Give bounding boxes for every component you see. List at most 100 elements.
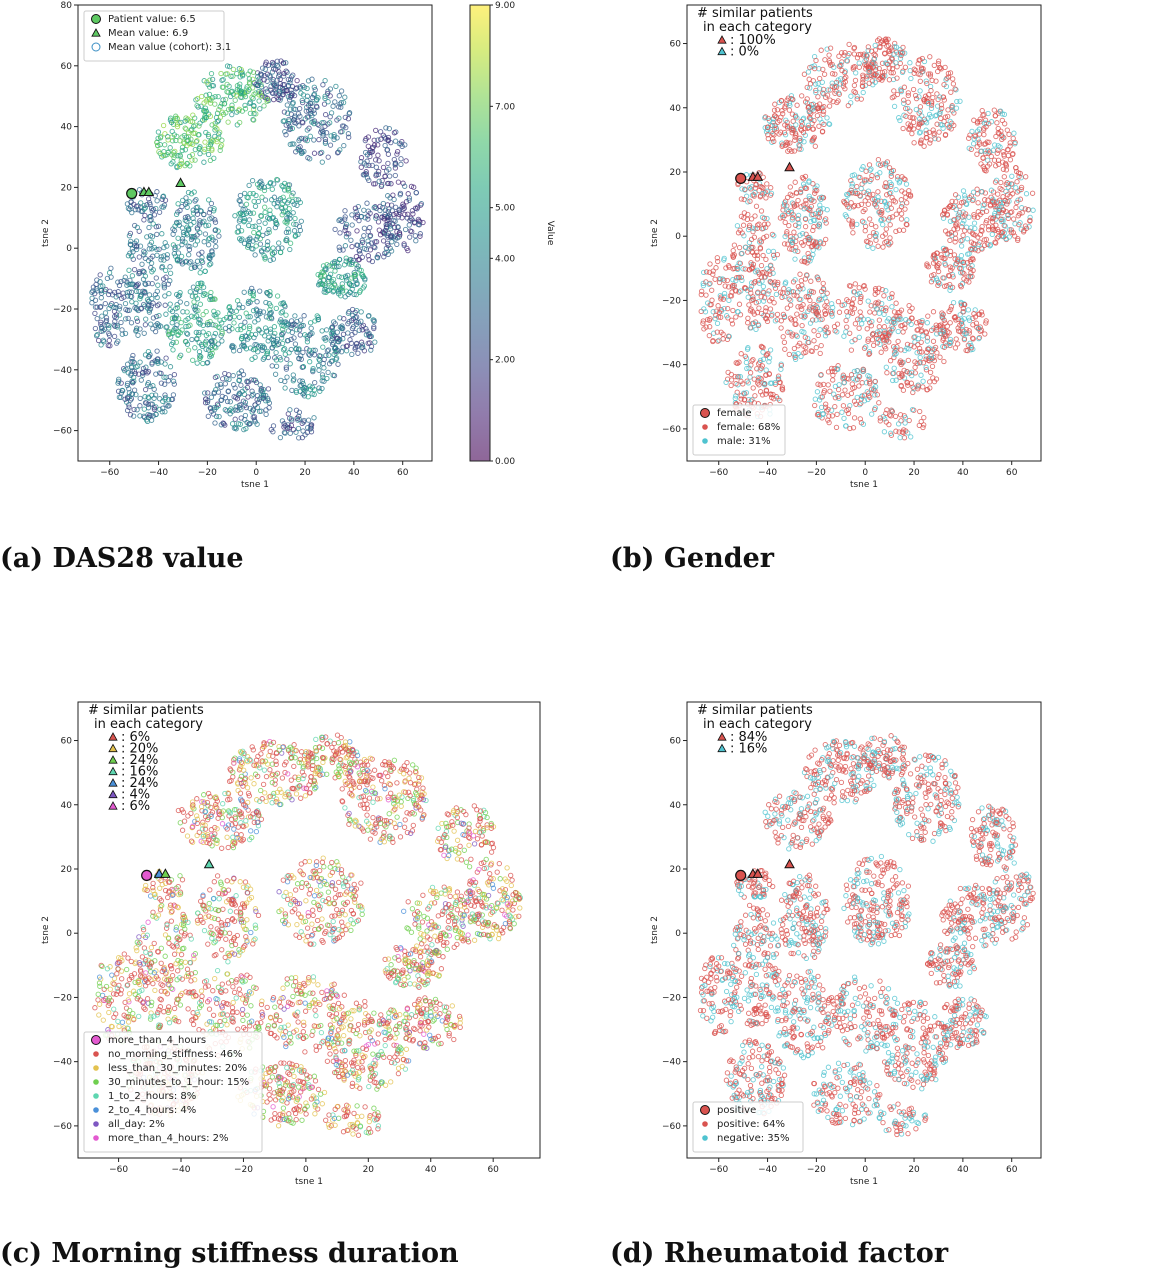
data-point — [738, 196, 745, 202]
data-point — [703, 269, 710, 275]
data-point — [185, 323, 191, 329]
data-point — [957, 265, 963, 271]
data-point — [898, 216, 905, 222]
data-point — [274, 336, 281, 342]
data-point — [147, 201, 153, 208]
data-point — [917, 349, 923, 355]
data-point — [148, 217, 154, 223]
data-point — [94, 332, 100, 338]
data-point — [229, 308, 235, 314]
data-point — [786, 222, 792, 229]
data-point — [301, 313, 307, 319]
data-point — [135, 207, 141, 213]
data-point — [212, 217, 218, 223]
data-point — [284, 88, 290, 94]
y-tick-label: −40 — [53, 366, 72, 376]
data-point — [806, 108, 812, 115]
data-point — [917, 104, 924, 110]
data-point — [190, 207, 196, 213]
data-point — [326, 263, 332, 269]
data-point — [738, 213, 745, 220]
data-point — [195, 132, 201, 138]
data-point — [391, 233, 398, 239]
data-point — [769, 394, 775, 401]
data-point — [792, 256, 798, 262]
data-point — [897, 178, 903, 184]
data-point — [1029, 190, 1036, 196]
data-point — [334, 117, 340, 123]
data-point — [342, 208, 348, 214]
data-point — [886, 190, 893, 197]
x-tick-label: −20 — [198, 468, 217, 478]
data-point — [900, 387, 907, 393]
data-point — [241, 344, 248, 350]
data-point — [767, 347, 774, 353]
data-point — [784, 231, 790, 237]
data-point — [974, 151, 980, 157]
data-point — [222, 370, 228, 377]
data-point — [316, 353, 323, 359]
data-point — [103, 317, 110, 324]
data-point — [856, 334, 862, 340]
data-point — [826, 52, 832, 58]
data-point — [413, 190, 419, 196]
data-point — [730, 282, 736, 289]
data-point — [775, 373, 782, 379]
data-point — [250, 291, 256, 297]
data-point — [845, 192, 851, 198]
data-point — [858, 400, 864, 406]
data-point — [190, 357, 196, 363]
data-point — [301, 419, 307, 425]
data-point — [736, 244, 743, 251]
data-point — [214, 110, 221, 116]
data-point — [756, 305, 762, 311]
data-point — [191, 299, 197, 305]
data-point — [826, 121, 833, 127]
data-point — [146, 298, 152, 305]
data-point — [757, 246, 764, 252]
data-point — [762, 115, 768, 121]
data-point — [789, 246, 795, 253]
data-point — [309, 384, 315, 390]
data-point — [986, 227, 992, 233]
data-point — [192, 306, 198, 312]
data-point — [749, 225, 756, 231]
data-point — [195, 104, 201, 110]
data-point — [872, 378, 878, 385]
data-point — [891, 51, 897, 57]
data-point — [242, 319, 248, 325]
data-point — [818, 196, 824, 203]
data-point — [361, 225, 368, 231]
data-point — [1009, 151, 1016, 158]
data-point — [342, 214, 348, 220]
data-point — [873, 67, 879, 73]
data-point — [888, 173, 894, 179]
data-point — [732, 395, 738, 402]
data-point — [795, 224, 802, 230]
data-point — [792, 356, 799, 363]
data-point — [856, 60, 862, 66]
data-point — [754, 222, 761, 228]
data-point — [1026, 224, 1032, 230]
data-point — [267, 310, 273, 316]
data-point — [960, 309, 966, 315]
data-point — [877, 418, 883, 424]
data-point — [953, 221, 959, 228]
data-point — [281, 421, 287, 427]
data-point — [968, 342, 974, 349]
data-point — [129, 209, 135, 216]
data-point — [162, 267, 169, 274]
data-point — [900, 125, 906, 132]
data-point — [721, 290, 728, 297]
data-point — [954, 98, 960, 105]
data-point — [135, 332, 141, 338]
data-point — [853, 70, 859, 76]
data-point — [242, 399, 249, 406]
data-point — [265, 338, 271, 344]
data-point — [123, 366, 129, 372]
data-point — [895, 338, 901, 345]
data-point — [208, 70, 215, 77]
data-point — [784, 241, 791, 247]
data-point — [259, 194, 265, 200]
